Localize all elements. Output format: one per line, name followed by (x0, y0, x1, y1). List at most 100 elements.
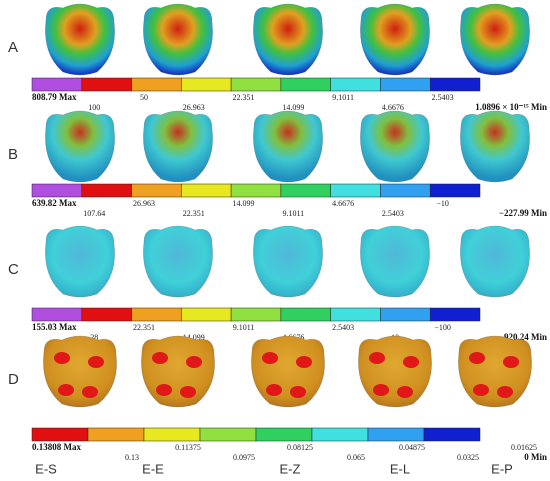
color-bar-segment (230, 183, 282, 198)
tick-label: 14.099 (233, 199, 255, 208)
tick-label: 4.6676 (332, 199, 354, 208)
tooth (460, 3, 530, 76)
tooth (45, 225, 115, 298)
tooth (253, 225, 323, 298)
tooth-spot (58, 384, 74, 396)
color-bar-segment (380, 307, 431, 322)
tick-label: 14.099 (282, 103, 304, 112)
color-bar-segment (330, 77, 381, 92)
tooth-spot (88, 356, 104, 368)
tooth-spot (266, 384, 282, 396)
tick-label: 22.351 (233, 93, 255, 102)
color-bar-segment (429, 307, 481, 322)
tick-label: 0.0325 (457, 453, 479, 462)
color-bar-segment (380, 183, 431, 198)
tooth-spot (369, 352, 385, 364)
tooth-spot (186, 356, 202, 368)
tooth-spot (397, 386, 413, 398)
tooth-spot (473, 384, 489, 396)
tooth (460, 110, 530, 183)
color-bar-segment (255, 427, 313, 442)
tick-label: 100 (88, 103, 100, 112)
column-label: E-Z (280, 461, 301, 476)
tooth (143, 225, 213, 298)
max-label: 808.79 Max (32, 92, 77, 102)
color-bar-segment (81, 183, 132, 198)
tick-label: 22.351 (183, 209, 205, 218)
tooth-spot (82, 386, 98, 398)
color-bar-segment (230, 307, 282, 322)
tooth (460, 225, 530, 298)
tooth-spot (503, 356, 519, 368)
tooth (253, 3, 323, 76)
tooth (253, 110, 323, 183)
color-bar-segment (131, 307, 182, 322)
tick-label: 0.13 (125, 453, 139, 462)
color-bar-segment (31, 427, 89, 442)
tick-label: −100 (434, 323, 451, 332)
tick-label: 9.1011 (332, 93, 354, 102)
tick-label: 0.08125 (287, 443, 313, 452)
color-bar-segment (367, 427, 425, 442)
tick-label: 14.099 (183, 333, 205, 342)
row-label: A (8, 39, 18, 56)
tooth-spot (403, 356, 419, 368)
color-bar-segment (131, 77, 182, 92)
tooth (360, 110, 430, 183)
color-bar-segment (31, 183, 83, 198)
color-bar-segment (181, 77, 232, 92)
max-label: 0.13808 Max (32, 442, 81, 452)
tooth (143, 3, 213, 76)
tooth (360, 3, 430, 76)
color-bar-segment (280, 307, 331, 322)
row-label: C (8, 261, 19, 278)
color-bar-segment (181, 307, 232, 322)
tick-label: 26.963 (133, 199, 155, 208)
tooth-spot (497, 386, 513, 398)
tick-label: 0.01625 (511, 443, 537, 452)
min-label: 1.0896 × 10⁻¹⁵ Min (475, 102, 547, 112)
tooth (358, 335, 432, 408)
color-bar-segment (87, 427, 145, 442)
row-label: D (8, 371, 19, 388)
min-label: −920.24 Min (499, 332, 547, 342)
column-label: E-E (142, 461, 164, 476)
tick-label: 9.1011 (282, 209, 304, 218)
color-bar-segment (31, 77, 83, 92)
tooth-spot (180, 386, 196, 398)
max-label: 155.03 Max (32, 322, 77, 332)
tick-label: 2.5403 (382, 209, 404, 218)
tick-label: 26.963 (183, 103, 205, 112)
max-label: 639.82 Max (32, 198, 77, 208)
tooth-spot (469, 352, 485, 364)
tick-label: 0.0975 (233, 453, 255, 462)
tooth (45, 3, 115, 76)
row-label: B (8, 146, 18, 163)
tooth-spot (296, 356, 312, 368)
column-label: E-P (491, 461, 513, 476)
tick-label: 2.5403 (332, 323, 354, 332)
color-bar-segment (81, 307, 132, 322)
color-bar-segment (429, 183, 481, 198)
tick-label: 22.351 (133, 323, 155, 332)
tick-label: 107.64 (83, 209, 105, 218)
tick-label: 0.11375 (175, 443, 201, 452)
color-bar-segment (181, 183, 232, 198)
color-bar-segment (280, 77, 331, 92)
tick-label: 4.6676 (382, 103, 404, 112)
tick-label: 2.5403 (432, 93, 454, 102)
color-bar-segment (423, 427, 481, 442)
tooth-spot (156, 384, 172, 396)
color-bar-segment (429, 77, 481, 92)
tooth (45, 110, 115, 183)
color-bar-segment (380, 77, 431, 92)
color-bar-segment (81, 77, 132, 92)
color-bar-segment (143, 427, 201, 442)
color-bar-segment (131, 183, 182, 198)
tooth (43, 335, 117, 408)
tick-label: 28 (90, 333, 98, 342)
color-bar-segment (311, 427, 369, 442)
min-label: −227.99 Min (499, 208, 547, 218)
color-bar-segment (199, 427, 257, 442)
